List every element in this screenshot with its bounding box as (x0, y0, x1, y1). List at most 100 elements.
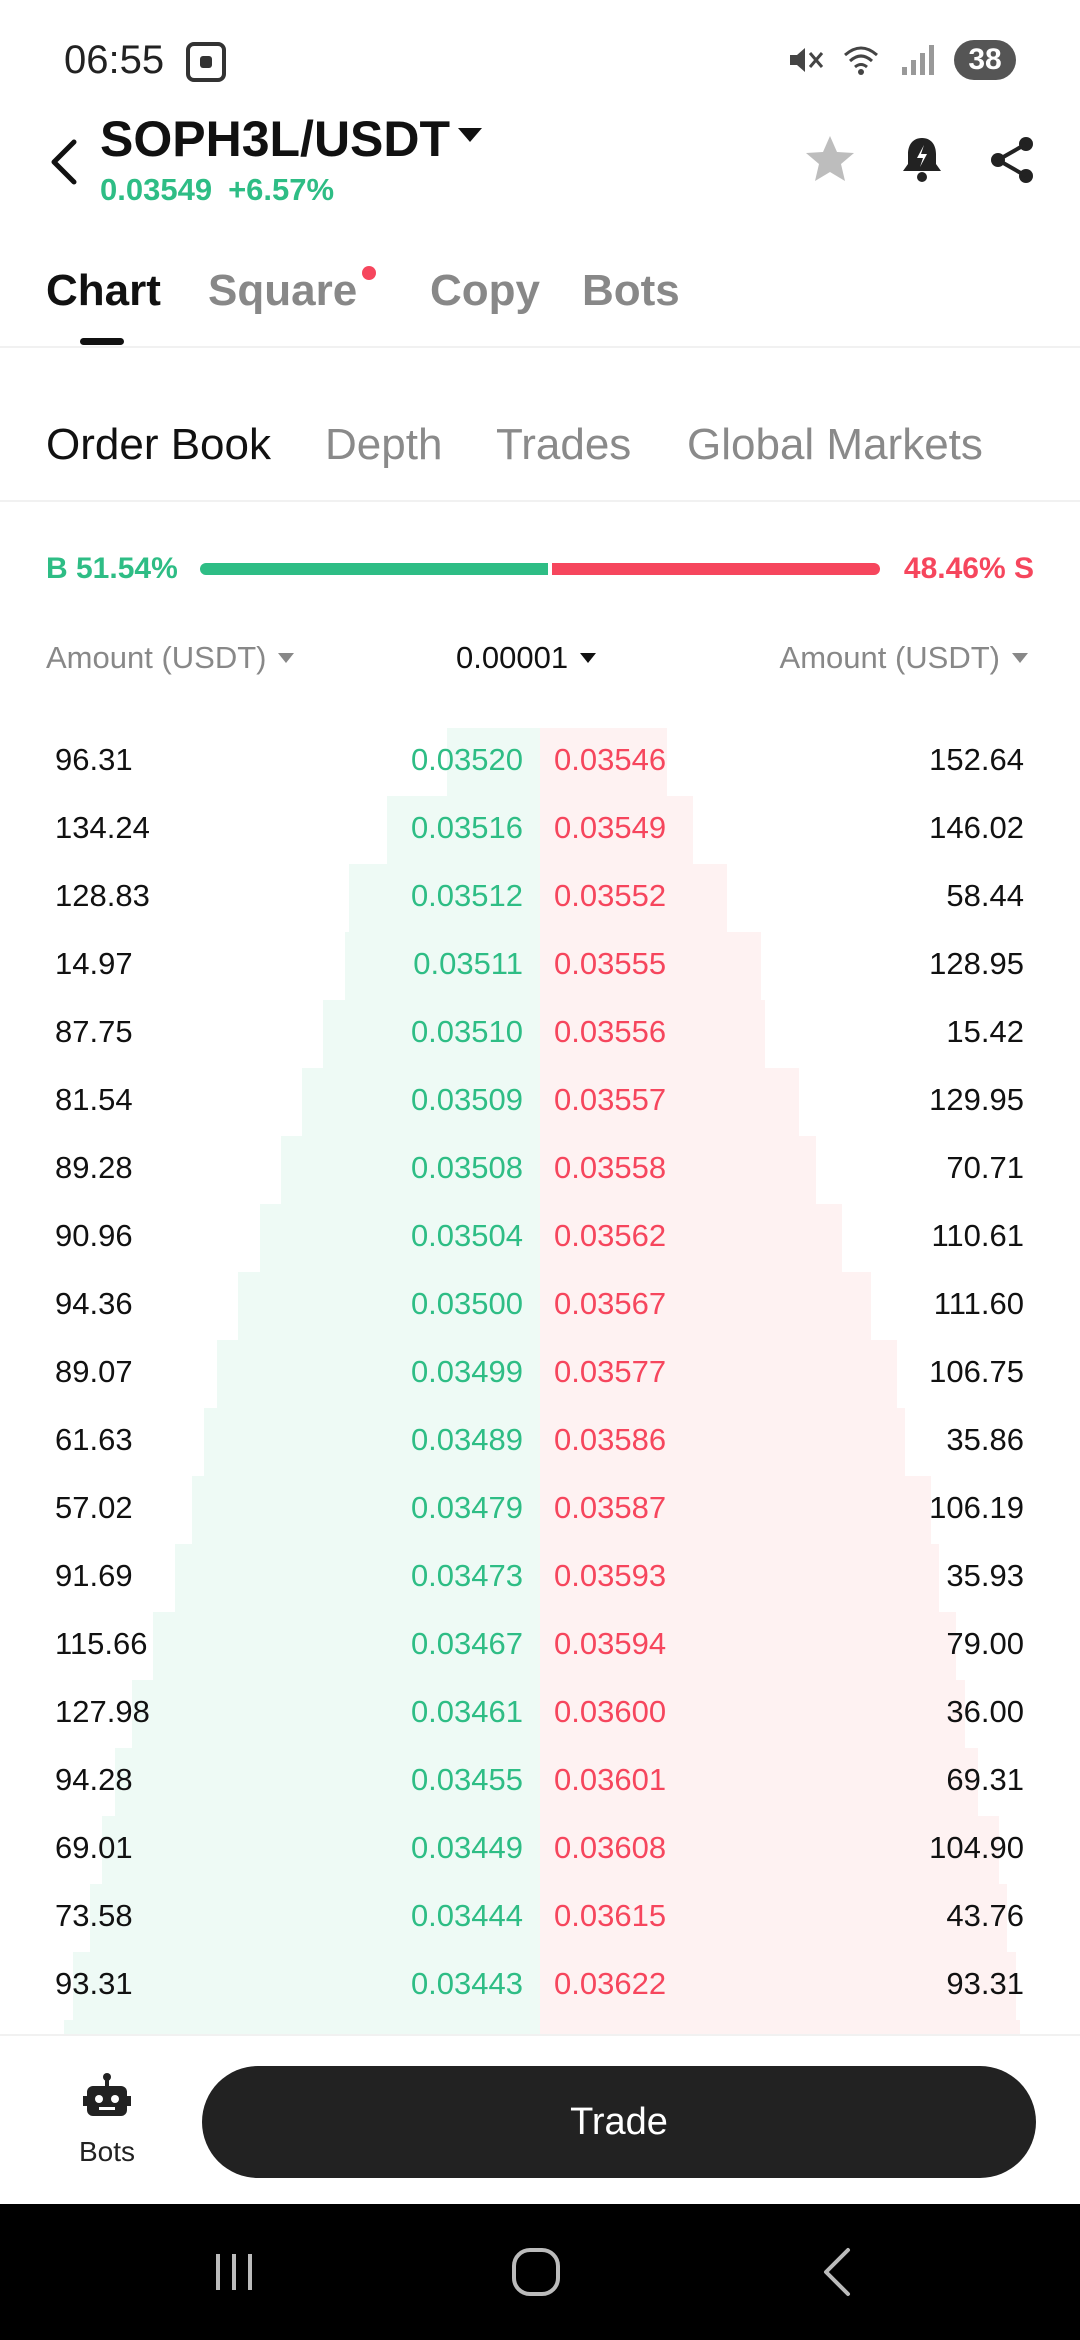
bid-depth-bar (132, 1680, 540, 1748)
caret-down-icon (278, 653, 295, 663)
ask-amount: 129.95 (929, 1082, 1024, 1117)
share-icon[interactable] (984, 132, 1040, 188)
recent-apps-icon[interactable] (202, 2240, 266, 2304)
price-line: 0.03549 +6.57% (100, 172, 350, 208)
bid-amount: 94.28 (55, 1762, 133, 1797)
caret-down-icon[interactable] (458, 128, 482, 142)
bid-amount-unit-selector[interactable]: Amount (USDT) (46, 640, 295, 676)
bid-amount: 89.28 (55, 1150, 133, 1185)
ask-depth-bar (540, 864, 727, 932)
ask-depth-bar (540, 1204, 842, 1272)
bid-price: 0.03516 (410, 810, 523, 845)
bid-amount: 127.98 (55, 1694, 150, 1729)
order-book-row[interactable]: 81.54 0.03509 0.03557 129.95 (0, 1068, 1080, 1136)
back-nav-icon[interactable] (806, 2240, 870, 2304)
main-tabs: Chart Square Copy Bots (0, 248, 1080, 348)
ask-amount: 36.00 (946, 1694, 1024, 1729)
bots-button[interactable]: Bots (60, 2072, 154, 2172)
bid-amount: 128.83 (55, 878, 150, 913)
home-icon[interactable] (504, 2240, 568, 2304)
bid-amount: 91.69 (55, 1558, 133, 1593)
bid-amount: 89.07 (55, 1354, 133, 1389)
order-book-row[interactable]: 96.31 0.03520 0.03546 152.64 (0, 728, 1080, 796)
ask-price: 0.03552 (554, 878, 667, 913)
bell-icon[interactable] (894, 132, 950, 188)
ask-depth-bar (540, 1884, 1007, 1952)
sell-ratio-fill (552, 563, 880, 575)
ask-price: 0.03567 (554, 1286, 667, 1321)
order-book-row[interactable]: 91.69 0.03473 0.03593 35.93 (0, 1544, 1080, 1612)
order-book-row[interactable]: 115.66 0.03467 0.03594 79.00 (0, 1612, 1080, 1680)
bid-depth-bar (204, 1408, 540, 1476)
order-book-row[interactable]: 134.24 0.03516 0.03549 146.02 (0, 796, 1080, 864)
active-tab-indicator (80, 338, 124, 345)
bid-price: 0.03479 (410, 1490, 523, 1525)
ask-amount: 106.19 (929, 1490, 1024, 1525)
ask-amount: 69.31 (946, 1762, 1024, 1797)
tab-copy[interactable]: Copy (430, 266, 540, 315)
bots-button-label: Bots (78, 2136, 136, 2167)
order-book-row[interactable]: 89.07 0.03499 0.03577 106.75 (0, 1340, 1080, 1408)
order-book-row[interactable]: 89.28 0.03508 0.03558 70.71 (0, 1136, 1080, 1204)
tab-bots[interactable]: Bots (582, 266, 680, 315)
tab-trades[interactable]: Trades (496, 420, 632, 469)
trade-button[interactable]: Trade (202, 2066, 1036, 2178)
ask-amount: 128.95 (929, 946, 1024, 981)
chevron-left-icon[interactable] (40, 132, 86, 192)
order-book-row[interactable]: 94.28 0.03455 0.03601 69.31 (0, 1748, 1080, 1816)
ask-amount: 58.44 (946, 878, 1024, 913)
signal-icon (902, 45, 934, 75)
ask-amount: 35.93 (946, 1558, 1024, 1593)
ask-price: 0.03557 (554, 1082, 667, 1117)
robot-icon (83, 2073, 131, 2116)
order-book-row[interactable]: 93.31 0.03443 0.03622 93.31 (0, 1952, 1080, 2020)
tab-square[interactable]: Square (208, 266, 358, 315)
wifi-icon (844, 46, 878, 75)
bid-amount: 57.02 (55, 1490, 133, 1525)
precision-selector[interactable]: 0.00001 (456, 640, 597, 676)
ask-depth-bar (540, 2020, 1020, 2034)
order-book-row[interactable]: 73.58 0.03444 0.03615 43.76 (0, 1884, 1080, 1952)
order-book-row[interactable]: 90.96 0.03504 0.03562 110.61 (0, 1204, 1080, 1272)
order-book-row[interactable]: 87.75 0.03510 0.03556 15.42 (0, 1000, 1080, 1068)
ask-amount-unit-selector[interactable]: Amount (USDT) (780, 640, 1028, 676)
order-book[interactable]: 96.31 0.03520 0.03546 152.64 134.24 0.03516 0.… (0, 728, 1080, 2034)
order-book-row[interactable] (0, 2020, 1080, 2034)
pair-title[interactable]: SOPH3L/USDT (100, 111, 451, 167)
battery-indicator: 38 (954, 40, 1016, 80)
tab-global-markets[interactable]: Global Markets (687, 420, 983, 469)
bid-price: 0.03473 (410, 1558, 523, 1593)
order-book-row[interactable]: 61.63 0.03489 0.03586 35.86 (0, 1408, 1080, 1476)
status-bar: 06:55 38 (0, 0, 1080, 110)
bid-depth-bar (238, 1272, 540, 1340)
ask-depth-bar (540, 1476, 931, 1544)
order-book-row[interactable]: 14.97 0.03511 0.03555 128.95 (0, 932, 1080, 1000)
tab-order-book[interactable]: Order Book (46, 420, 271, 469)
ratio-bar (200, 563, 880, 575)
ask-price: 0.03556 (554, 1014, 667, 1049)
ask-price: 0.03600 (554, 1694, 667, 1729)
bid-price: 0.03508 (410, 1150, 523, 1185)
ask-amount: 15.42 (946, 1014, 1024, 1049)
bottom-action-bar: Bots Trade (0, 2034, 1080, 2204)
ask-depth-bar (540, 1612, 956, 1680)
ask-price: 0.03577 (554, 1354, 667, 1389)
ask-amount: 43.76 (946, 1898, 1024, 1933)
order-book-row[interactable]: 69.01 0.03449 0.03608 104.90 (0, 1816, 1080, 1884)
order-book-row[interactable]: 57.02 0.03479 0.03587 106.19 (0, 1476, 1080, 1544)
ask-price: 0.03549 (554, 810, 667, 845)
tab-chart[interactable]: Chart (46, 266, 161, 315)
bid-amount: 115.66 (55, 1626, 148, 1661)
order-book-row[interactable]: 128.83 0.03512 0.03552 58.44 (0, 864, 1080, 932)
bid-depth-bar (175, 1544, 540, 1612)
order-book-row[interactable]: 127.98 0.03461 0.03600 36.00 (0, 1680, 1080, 1748)
order-book-row[interactable]: 94.36 0.03500 0.03567 111.60 (0, 1272, 1080, 1340)
bid-price: 0.03461 (410, 1694, 523, 1729)
star-icon[interactable] (802, 132, 858, 188)
bid-depth-bar (73, 1952, 540, 2020)
book-sub-tabs: Order Book Depth Trades Global Markets (0, 400, 1080, 502)
tab-depth[interactable]: Depth (325, 420, 443, 469)
ask-depth-bar (540, 1680, 965, 1748)
price-change: +6.57% (228, 172, 335, 207)
ask-price: 0.03587 (554, 1490, 667, 1525)
